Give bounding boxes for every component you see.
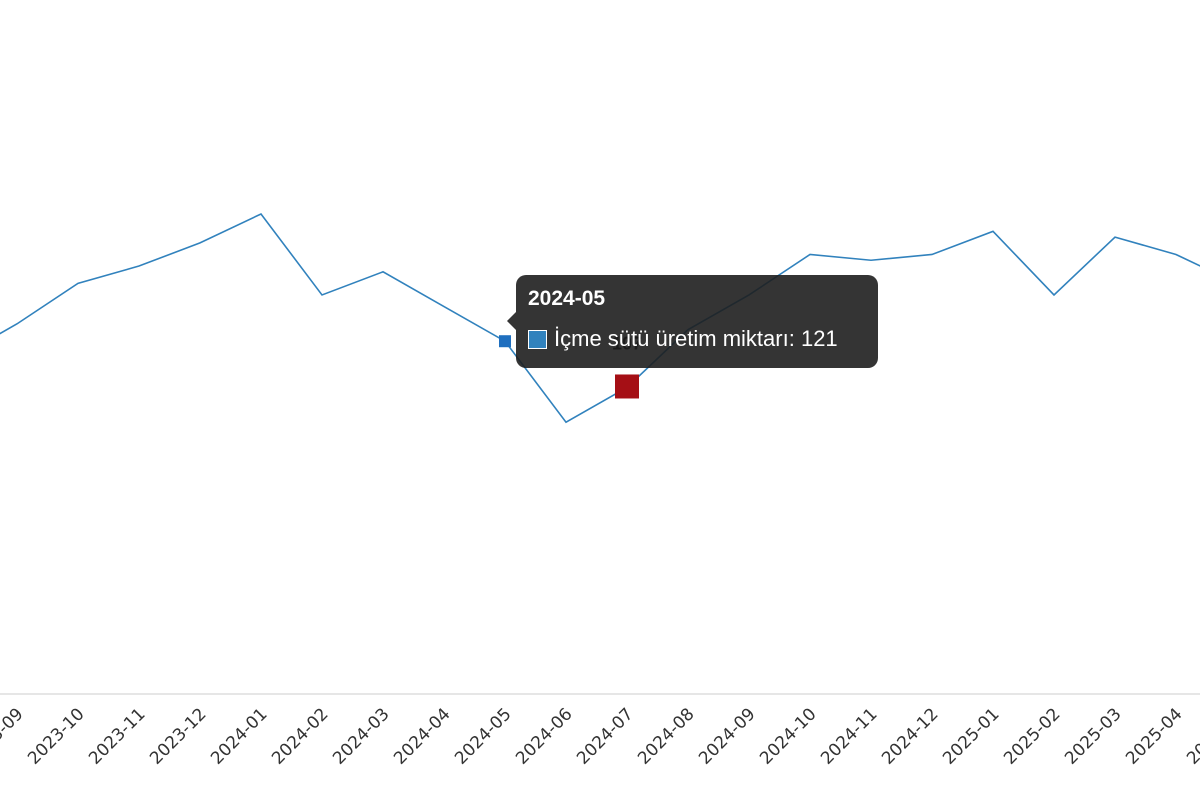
tooltip: 2024-05 İçme sütü üretim miktarı: 121 (507, 275, 878, 368)
x-tick-label: 2024-11 (817, 704, 881, 768)
x-tick-label: 2025-03 (1061, 704, 1125, 768)
x-tick-label: 2023-09 (0, 704, 28, 768)
tooltip-text: İçme sütü üretim miktarı: 121 (554, 326, 838, 351)
tooltip-row: İçme sütü üretim miktarı: 121 (528, 327, 866, 351)
x-tick-label: 2024-05 (451, 704, 515, 768)
highlight-point-marker (615, 374, 639, 399)
x-tick-label: 2025-02 (1000, 704, 1064, 768)
x-tick-label: 2025-04 (1122, 704, 1186, 768)
x-tick-label: 2023-12 (146, 704, 210, 768)
x-tick-label: 2024-10 (756, 704, 820, 768)
series-line (0, 212, 1200, 424)
x-tick-label: 2023-10 (24, 704, 88, 768)
x-tick-label: 2024-07 (573, 704, 637, 768)
tooltip-swatch-icon (528, 329, 547, 349)
x-tick-label: 2024-09 (695, 704, 759, 768)
x-tick-label: 2024-06 (512, 704, 576, 768)
tooltip-value: 121 (800, 326, 838, 351)
x-tick-label: 2024-08 (634, 704, 698, 768)
x-tick-label: 2024-03 (329, 704, 393, 768)
x-tick-label: 2024-12 (878, 704, 942, 768)
hover-point-marker (499, 335, 511, 348)
x-tick-label: 2024-02 (268, 704, 332, 768)
tooltip-series-label: İçme sütü üretim miktarı (554, 326, 789, 351)
tooltip-title: 2024-05 (528, 287, 606, 310)
x-tick-label: 2025-01 (939, 704, 1003, 768)
x-tick-label: 2024-01 (207, 704, 271, 768)
x-tick-label: 2025-05 (1183, 704, 1200, 768)
x-tick-label: 2024-04 (390, 704, 454, 768)
x-tick-label: 2023-11 (85, 704, 149, 768)
tooltip-arrow (507, 312, 516, 330)
